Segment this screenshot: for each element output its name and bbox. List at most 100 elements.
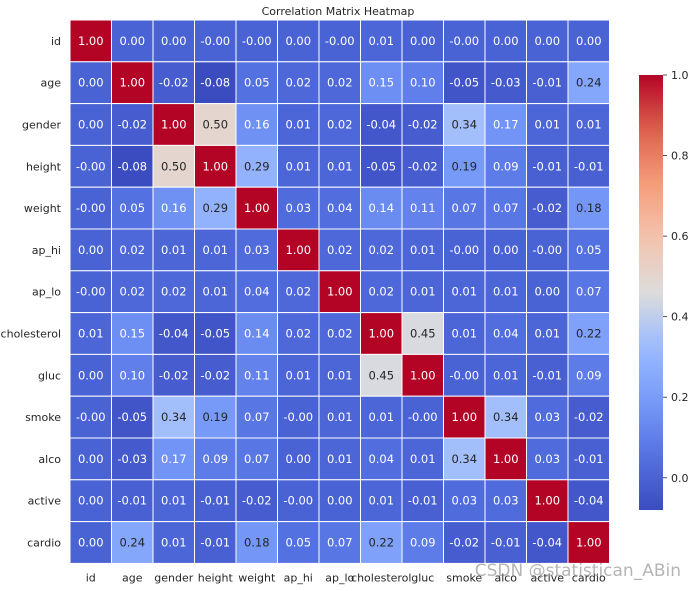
heatmap-cell-value: -0.00 <box>283 494 313 508</box>
heatmap-cell-value: 0.00 <box>493 34 519 48</box>
x-tick-label: gluc <box>411 571 434 584</box>
heatmap-cell-value: 0.14 <box>368 201 394 215</box>
heatmap-cell-value: 0.24 <box>576 76 602 90</box>
heatmap-cell-value: -0.02 <box>532 201 562 215</box>
heatmap-cell-value: -0.00 <box>76 201 106 215</box>
heatmap-cell <box>567 479 610 523</box>
heatmap-cell <box>152 186 195 230</box>
heatmap-cell <box>401 437 444 481</box>
heatmap-cell-value: 0.00 <box>576 34 602 48</box>
heatmap-cell <box>318 521 361 564</box>
heatmap-cell-value: 0.16 <box>161 201 187 215</box>
heatmap-cell-value: 0.00 <box>161 34 187 48</box>
y-axis-tick-labels: id age gender height weight ap_hi ap_locholest… <box>1 35 62 550</box>
heatmap-cell-value: 1.00 <box>493 452 519 466</box>
heatmap-cell-value: -0.02 <box>159 76 189 90</box>
heatmap-cell-value: 0.01 <box>285 368 311 382</box>
heatmap-cell-value: 0.05 <box>576 243 602 257</box>
heatmap-cell-value: 1.00 <box>534 494 560 508</box>
heatmap-cell-value: 0.01 <box>451 285 477 299</box>
heatmap-cell-value: -0.02 <box>408 118 438 132</box>
heatmap-cell-value: 0.01 <box>493 368 519 382</box>
heatmap-cell-value: 0.04 <box>244 285 270 299</box>
heatmap-cell <box>360 521 403 564</box>
heatmap-cell-value: -0.04 <box>159 327 189 341</box>
heatmap-cell <box>194 270 237 314</box>
heatmap-cell <box>318 312 361 355</box>
heatmap-cell <box>567 312 610 355</box>
heatmap-cell-value: -0.02 <box>159 368 189 382</box>
heatmap-cell-value: 1.00 <box>202 159 228 173</box>
heatmap-cell <box>318 61 361 105</box>
heatmap-cell-value: 0.05 <box>285 536 311 550</box>
heatmap-cell <box>360 19 403 63</box>
heatmap-cell <box>318 144 361 188</box>
heatmap-cell <box>194 144 237 188</box>
heatmap-cell-value: -0.00 <box>449 368 479 382</box>
x-tick-label: cholesterol <box>351 571 411 584</box>
heatmap-cell-value: 0.14 <box>244 327 270 341</box>
heatmap-cell <box>526 19 569 63</box>
heatmap-cell <box>111 228 154 272</box>
heatmap-cell-value: 0.16 <box>244 118 270 132</box>
heatmap-cell-value: 0.01 <box>368 494 394 508</box>
heatmap-cell <box>484 144 527 188</box>
heatmap-cell <box>526 353 569 397</box>
x-tick-label: weight <box>238 571 276 584</box>
heatmap-cell-value: 0.00 <box>534 285 560 299</box>
heatmap-cell <box>152 103 195 146</box>
heatmap-cell <box>152 353 195 397</box>
heatmap-cell <box>277 353 320 397</box>
heatmap-cell <box>194 521 237 564</box>
heatmap-cell-value: 0.02 <box>119 285 145 299</box>
heatmap-cell <box>69 186 112 230</box>
heatmap-cell-value: 0.00 <box>327 494 353 508</box>
heatmap-cell-value: -0.00 <box>76 159 106 173</box>
heatmap-cell-value: 1.00 <box>78 34 104 48</box>
x-tick-label: gender <box>154 571 193 584</box>
x-tick-label: smoke <box>446 571 482 584</box>
heatmap-cell-value: -0.00 <box>76 410 106 424</box>
heatmap-cell-value: -0.05 <box>117 410 147 424</box>
heatmap-cell <box>111 479 154 523</box>
heatmap-cell-value: 0.34 <box>161 410 187 424</box>
heatmap-cell-value: -0.00 <box>242 34 272 48</box>
x-axis-tick-labels: id age gender height weight ap_hi ap_locholest… <box>86 571 606 584</box>
heatmap-cell <box>194 479 237 523</box>
heatmap-cell-value: 0.00 <box>410 34 436 48</box>
heatmap-cell <box>360 312 403 355</box>
heatmap-cell-value: 0.02 <box>327 118 353 132</box>
heatmap-cell-value: 0.07 <box>576 285 602 299</box>
heatmap-cell-value: -0.02 <box>408 159 438 173</box>
heatmap-cell <box>360 61 403 105</box>
heatmap-cell <box>235 479 278 523</box>
heatmap-cell-value: 0.34 <box>451 118 477 132</box>
heatmap-cell-value: 0.01 <box>161 243 187 257</box>
heatmap-cell-value: 0.02 <box>327 243 353 257</box>
heatmap-cell-value: -0.00 <box>449 243 479 257</box>
heatmap-cell-value: 0.01 <box>202 285 228 299</box>
heatmap-cell-value: -0.02 <box>449 536 479 550</box>
heatmap-cell <box>69 270 112 314</box>
heatmap-cell <box>526 228 569 272</box>
heatmap-cell <box>318 395 361 439</box>
heatmap-cell <box>443 61 486 105</box>
heatmap-cell-value: 0.17 <box>493 118 519 132</box>
heatmap-cell <box>277 61 320 105</box>
x-tick-label: alco <box>494 571 517 584</box>
heatmap-cell-value: 0.09 <box>202 452 228 466</box>
heatmap-cell <box>443 228 486 272</box>
heatmap-cell-value: 0.01 <box>161 494 187 508</box>
heatmap-cell-value: 0.19 <box>451 159 477 173</box>
heatmap-cell <box>318 228 361 272</box>
heatmap-cell-value: 0.03 <box>451 494 477 508</box>
colorbar-tick-label: 0.4 <box>671 311 689 324</box>
heatmap-cell <box>484 312 527 355</box>
heatmap-cell-value: 0.00 <box>534 34 560 48</box>
heatmap-cell-value: -0.01 <box>532 368 562 382</box>
heatmap-cell <box>277 144 320 188</box>
heatmap-cell-value: 0.03 <box>534 452 560 466</box>
heatmap-cell-value: -0.01 <box>200 494 230 508</box>
heatmap-cell-value: 0.45 <box>410 327 436 341</box>
x-tick-label: ap_lo <box>325 571 354 584</box>
